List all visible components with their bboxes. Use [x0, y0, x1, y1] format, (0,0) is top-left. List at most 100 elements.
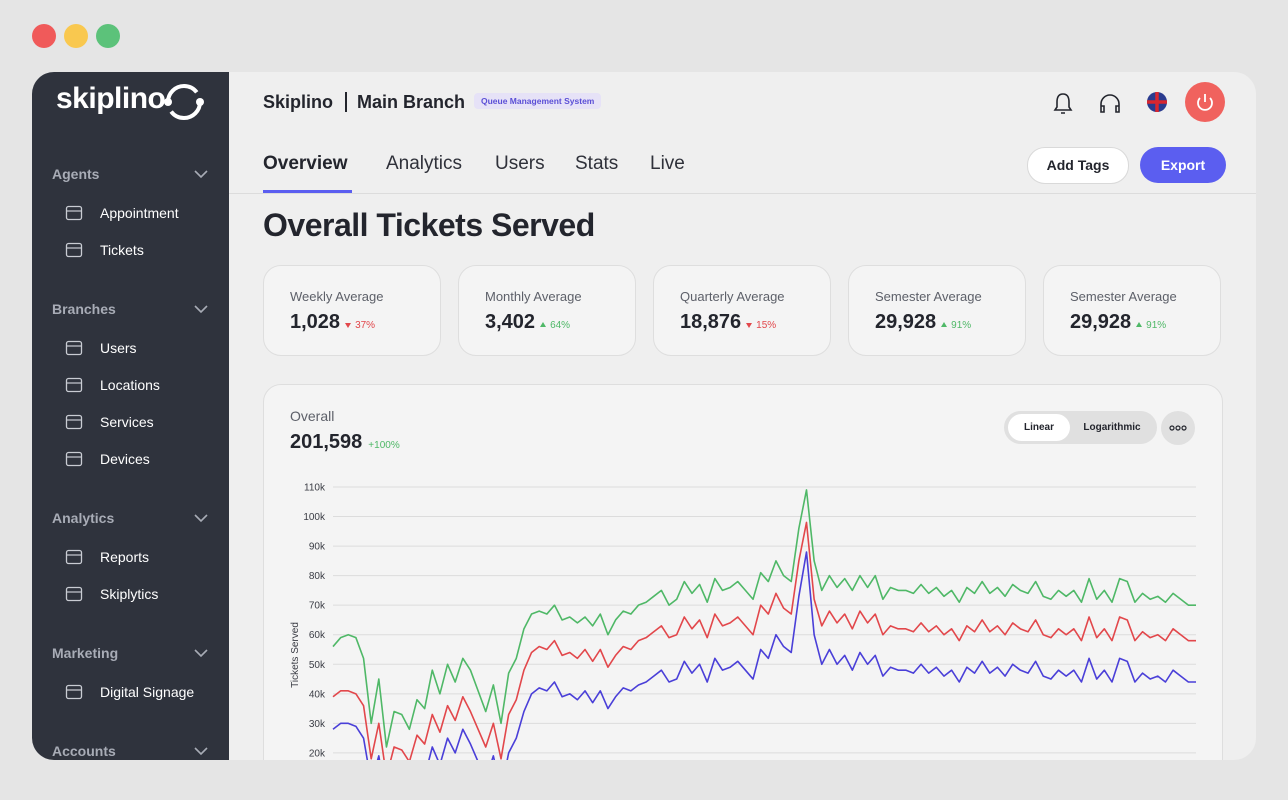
header-icons	[1053, 82, 1225, 122]
chevron-icon	[194, 514, 208, 523]
chevron-icon	[194, 305, 208, 314]
nav-item[interactable]: Digital Signage	[100, 684, 195, 700]
stat-label: Quarterly Average	[680, 289, 785, 304]
nav-section-title[interactable]: Branches	[52, 301, 116, 317]
nav-item[interactable]: Services	[100, 414, 154, 430]
nav-icon	[65, 205, 83, 221]
export-button[interactable]: Export	[1140, 147, 1226, 183]
chart-change: +100%	[368, 440, 400, 451]
y-tick-label: 20k	[309, 748, 326, 759]
headset-icon	[1100, 94, 1120, 113]
scale-option-active[interactable]: Linear	[1008, 414, 1070, 441]
y-tick-label: 90k	[309, 542, 326, 553]
nav-icon	[65, 242, 83, 258]
line-chart: 20k 30k 40k 50k 60k 70k 80k 90k 100k 110k Tickets …	[290, 483, 1196, 760]
stat-value: 18,876	[680, 311, 742, 333]
active-tab-indicator	[263, 190, 352, 193]
nav-tab[interactable]: Users	[495, 153, 545, 174]
icon-shape	[65, 414, 83, 430]
logo-icon	[164, 84, 204, 120]
y-tick-label: 110k	[304, 483, 326, 494]
chart-total: 201,598	[290, 431, 363, 453]
nav-tab[interactable]: Overview	[263, 153, 348, 174]
y-tick-label: 30k	[309, 719, 326, 730]
y-axis-label: Tickets Served	[290, 622, 301, 688]
more-dot	[1175, 425, 1181, 431]
sidebar	[32, 72, 229, 760]
chevron-icon	[194, 747, 208, 756]
header-title: Skiplino	[263, 92, 334, 112]
flag-cross	[1147, 92, 1167, 112]
tabs-divider	[229, 193, 1256, 194]
maximize-button[interactable]	[96, 24, 120, 48]
logo-dot	[164, 98, 172, 106]
nav-tab[interactable]: Live	[650, 153, 685, 174]
stat-value: 29,928	[1070, 311, 1132, 333]
stat-label: Semester Average	[1070, 289, 1177, 304]
nav-item[interactable]: Reports	[100, 549, 150, 565]
nav-icon	[65, 451, 83, 467]
stat-card	[653, 265, 831, 356]
nav-item[interactable]: Appointment	[100, 205, 179, 221]
nav-icon	[65, 340, 83, 356]
chevron	[194, 514, 208, 523]
logo-dot	[196, 98, 204, 106]
trend-arrow	[345, 323, 352, 328]
nav-section-title[interactable]: Agents	[52, 166, 100, 182]
trend-arrow	[540, 322, 547, 327]
y-tick-label: 50k	[309, 660, 326, 671]
stat-change: 64%	[550, 320, 571, 331]
power-icon	[1197, 94, 1213, 111]
more-dot	[1181, 425, 1187, 431]
header-separator	[345, 92, 347, 112]
nav-item[interactable]: Devices	[100, 451, 150, 467]
nav-tab[interactable]: Analytics	[386, 153, 463, 174]
nav-section-title[interactable]: Marketing	[52, 645, 119, 661]
icon-shape	[65, 242, 83, 258]
close-button[interactable]	[32, 24, 56, 48]
stat-label: Semester Average	[875, 289, 982, 304]
y-tick-label: 40k	[309, 689, 326, 700]
stat-value: 3,402	[485, 311, 536, 333]
nav-item[interactable]: Tickets	[100, 242, 144, 258]
minimize-button[interactable]	[64, 24, 88, 48]
trend-arrow	[746, 323, 753, 328]
stat-change: 91%	[951, 320, 972, 331]
nav-item[interactable]: Skiplytics	[100, 586, 159, 602]
nav-item[interactable]: Locations	[100, 377, 160, 393]
nav-section-title[interactable]: Accounts	[52, 743, 116, 759]
data-line	[332, 521, 1196, 760]
nav-icon	[65, 684, 83, 700]
header-badge: Queue Management System	[474, 93, 602, 109]
more-bg	[1161, 411, 1195, 445]
stat-card	[1043, 265, 1221, 356]
chevron	[194, 170, 208, 179]
branch-name: Main Branch	[357, 92, 466, 112]
chevron	[194, 649, 208, 658]
nav-tab[interactable]: Stats	[575, 153, 619, 174]
bell-icon	[1053, 93, 1073, 114]
icon-shape	[65, 549, 83, 565]
stat-change: 37%	[355, 320, 376, 331]
stat-label: Monthly Average	[485, 289, 582, 304]
chevron-icon	[194, 170, 208, 179]
chevron-icon	[194, 649, 208, 658]
nav-icon	[65, 549, 83, 565]
y-tick-label: 70k	[309, 601, 326, 612]
icon-shape	[65, 340, 83, 356]
stat-value: 29,928	[875, 311, 937, 333]
scale-option[interactable]: Logarithmic	[1083, 422, 1141, 433]
window-controls	[32, 24, 120, 48]
icon-shape	[65, 586, 83, 602]
nav-section-title[interactable]: Analytics	[52, 510, 115, 526]
y-tick-label: 100k	[303, 512, 326, 523]
stat-change: 91%	[1146, 320, 1167, 331]
nav-item[interactable]: Users	[100, 340, 137, 356]
stat-change: 15%	[756, 320, 777, 331]
add-tags-button[interactable]: Add Tags	[1027, 147, 1129, 184]
nav-icon	[65, 377, 83, 393]
data-line	[332, 489, 1196, 748]
app-content: skiplino Agents Appointment Tickets Branches…	[32, 72, 1256, 760]
more-dot	[1169, 425, 1175, 431]
app-window: skiplino Agents Appointment Tickets Branches…	[32, 72, 1256, 760]
